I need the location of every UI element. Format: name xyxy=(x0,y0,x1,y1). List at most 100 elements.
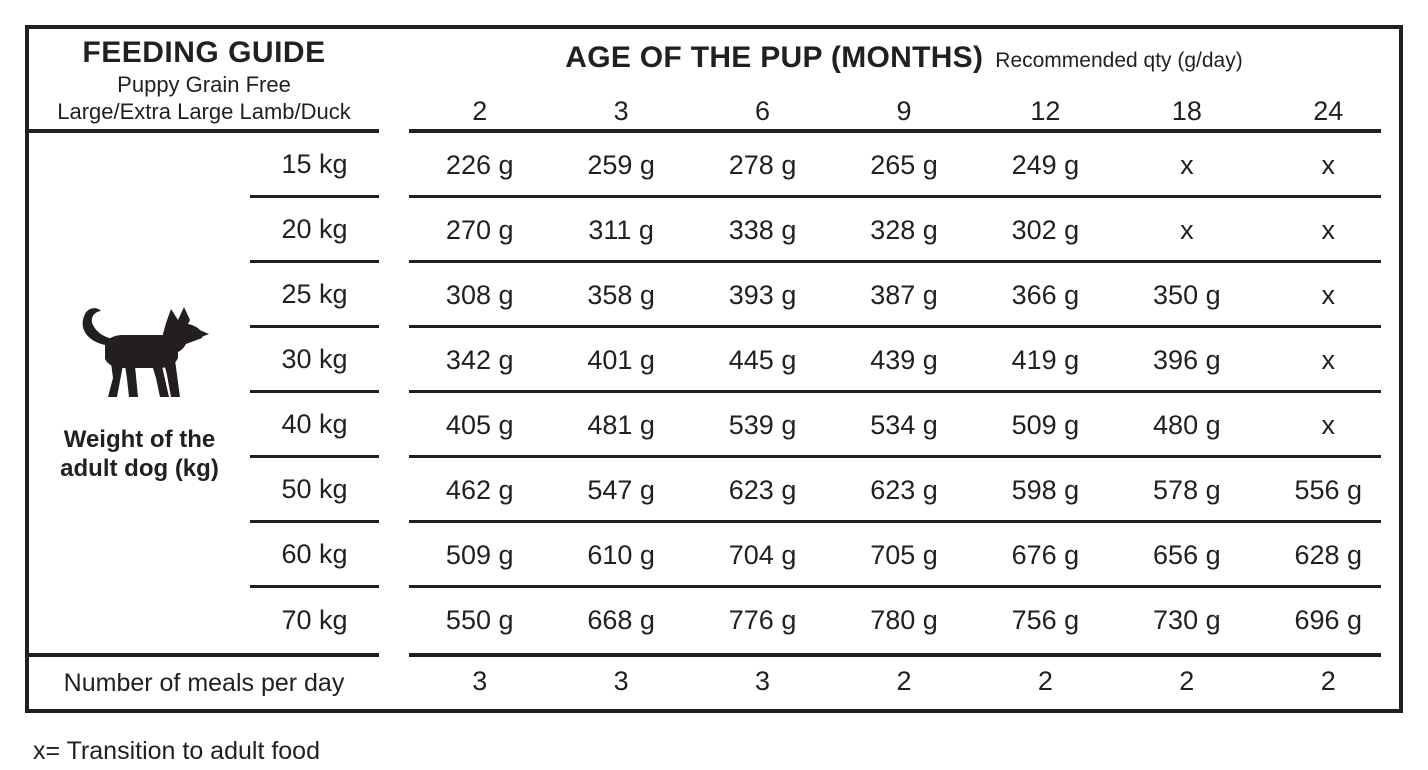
qty-row-values: 270 g 311 g 338 g 328 g 302 g x x xyxy=(409,198,1399,263)
weight-row-header: 60 kg xyxy=(250,523,379,588)
qty-cell: x xyxy=(1321,345,1335,375)
qty-row-values: 405 g 481 g 539 g 534 g 509 g 480 g x xyxy=(409,393,1399,458)
qty-cell: 756 g xyxy=(1011,605,1080,635)
qty-cell: 265 g xyxy=(870,150,938,180)
meals-per-day-label: Number of meals per day xyxy=(29,653,379,709)
qty-cell: 445 g xyxy=(728,345,797,375)
product-subtitle-line-1: Puppy Grain Free xyxy=(117,72,291,97)
month-header-cell: 12 xyxy=(1030,95,1061,126)
age-header-block: AGE OF THE PUP (MONTHS) Recommended qty … xyxy=(409,29,1399,133)
meals-count-cell: 2 xyxy=(1037,665,1053,696)
weight-axis-label-line-1: Weight of the xyxy=(63,426,216,453)
qty-row-values: 342 g 401 g 445 g 439 g 419 g 396 g x xyxy=(409,328,1399,393)
weight-row-header: 40 kg xyxy=(250,393,379,458)
table-row: 30 kg 342 g 401 g 445 g 439 g 419 g 396 g x xyxy=(250,328,1399,393)
qty-cell: x xyxy=(1180,150,1194,180)
meals-count-cell: 2 xyxy=(1320,665,1336,696)
qty-cell: 578 g xyxy=(1153,475,1221,505)
qty-cell: 226 g xyxy=(445,150,514,180)
month-header-cell: 2 xyxy=(472,95,488,126)
qty-cell: 539 g xyxy=(728,410,797,440)
qty-cell: 401 g xyxy=(587,345,655,375)
weight-row-header: 70 kg xyxy=(281,605,348,635)
qty-cell: 338 g xyxy=(728,215,797,245)
table-row: 15 kg 226 g 259 g 278 g 265 g 249 g x x xyxy=(250,133,1399,198)
month-header-cell: 18 xyxy=(1171,95,1202,126)
weight-row-header: 20 kg xyxy=(250,198,379,263)
recommended-qty-note: Recommended qty (g/day) xyxy=(995,49,1243,72)
qty-cell: 480 g xyxy=(1153,410,1221,440)
column-gap xyxy=(379,198,409,263)
qty-cell: 730 g xyxy=(1153,605,1221,635)
table-row: 60 kg 509 g 610 g 704 g 705 g 676 g 656 g 628 g xyxy=(250,523,1399,588)
qty-cell: 358 g xyxy=(587,280,655,310)
qty-cell: 311 g xyxy=(588,215,654,245)
qty-cell: 387 g xyxy=(870,280,938,310)
qty-cell: 509 g xyxy=(1011,410,1080,440)
column-gap xyxy=(379,523,409,588)
qty-cell: 308 g xyxy=(445,280,514,310)
qty-cell: 481 g xyxy=(587,410,655,440)
qty-cell: 550 g xyxy=(445,605,514,635)
qty-cell: 278 g xyxy=(728,150,797,180)
age-title-line: AGE OF THE PUP (MONTHS) Recommended qty … xyxy=(409,29,1399,89)
table-title-block: FEEDING GUIDE Puppy Grain Free Large/Ext… xyxy=(29,29,379,133)
month-header-cell: 24 xyxy=(1313,95,1344,126)
qty-cell: 462 g xyxy=(445,475,514,505)
product-subtitle-line-2: Large/Extra Large Lamb/Duck xyxy=(57,99,351,124)
qty-cell: 534 g xyxy=(870,410,938,440)
qty-row-values: 308 g 358 g 393 g 387 g 366 g 350 g x xyxy=(409,263,1399,328)
age-of-pup-heading: AGE OF THE PUP (MONTHS) xyxy=(565,41,984,74)
qty-cell: 598 g xyxy=(1011,475,1080,505)
weight-axis-block: Weight of the adult dog (kg) xyxy=(29,133,250,653)
qty-cell: 249 g xyxy=(1011,150,1080,180)
qty-cell: 610 g xyxy=(587,540,655,570)
qty-cell: 270 g xyxy=(445,215,514,245)
qty-cell: 405 g xyxy=(445,410,514,440)
qty-cell: 439 g xyxy=(870,345,938,375)
qty-cell: 705 g xyxy=(870,540,938,570)
qty-cell: 780 g xyxy=(870,605,938,635)
column-gap xyxy=(379,588,409,653)
qty-row-values: 462 g 547 g 623 g 623 g 598 g 578 g 556 g xyxy=(409,458,1399,523)
month-header-cell: 3 xyxy=(613,95,629,126)
qty-cell: x xyxy=(1321,280,1335,310)
qty-cell: x xyxy=(1321,150,1335,180)
weight-axis-label: Weight of the adult dog (kg) xyxy=(60,425,219,483)
qty-cell: 696 g xyxy=(1294,605,1363,635)
column-gap xyxy=(379,653,409,709)
weight-axis-label-line-2: adult dog (kg) xyxy=(60,455,219,482)
meals-count-cell: 3 xyxy=(472,665,488,696)
months-header-row: 2 3 6 9 12 18 24 xyxy=(409,89,1399,133)
table-row: 70 kg 550 g 668 g 776 g 780 g 756 g 730 g 696 g xyxy=(250,588,1399,653)
qty-cell: 350 g xyxy=(1153,280,1221,310)
column-gap xyxy=(379,328,409,393)
weight-row-header: 15 kg xyxy=(250,133,379,198)
qty-cell: x xyxy=(1180,215,1194,245)
meals-count-cell: 3 xyxy=(755,665,771,696)
meals-count-cell: 3 xyxy=(613,665,629,696)
qty-row-values: 226 g 259 g 278 g 265 g 249 g x x xyxy=(409,133,1399,198)
meals-per-day-row: Number of meals per day 3 3 3 2 2 2 2 xyxy=(29,653,1399,709)
qty-cell: 393 g xyxy=(728,280,797,310)
qty-cell: 704 g xyxy=(728,540,797,570)
qty-row-values: 509 g 610 g 704 g 705 g 676 g 656 g 628 g xyxy=(409,523,1399,588)
column-gap xyxy=(379,393,409,458)
qty-cell: x xyxy=(1321,215,1335,245)
column-gap xyxy=(379,29,409,133)
qty-cell: 302 g xyxy=(1011,215,1080,245)
qty-cell: 623 g xyxy=(728,475,797,505)
table-row: 40 kg 405 g 481 g 539 g 534 g 509 g 480 g x xyxy=(250,393,1399,458)
meals-per-day-values: 3 3 3 2 2 2 2 xyxy=(409,653,1399,709)
qty-cell: 668 g xyxy=(587,605,655,635)
qty-cell: 547 g xyxy=(587,475,655,505)
x-footnote: x= Transition to adult food xyxy=(33,737,320,765)
qty-cell: 419 g xyxy=(1011,345,1080,375)
table-row: 20 kg 270 g 311 g 338 g 328 g 302 g x x xyxy=(250,198,1399,263)
table-body: Weight of the adult dog (kg) 15 kg 226 g 2… xyxy=(29,133,1399,653)
qty-cell: 342 g xyxy=(445,345,514,375)
qty-cell: 556 g xyxy=(1294,475,1363,505)
column-gap xyxy=(379,263,409,328)
table-row: 50 kg 462 g 547 g 623 g 623 g 598 g 578 g 556 g xyxy=(250,458,1399,523)
